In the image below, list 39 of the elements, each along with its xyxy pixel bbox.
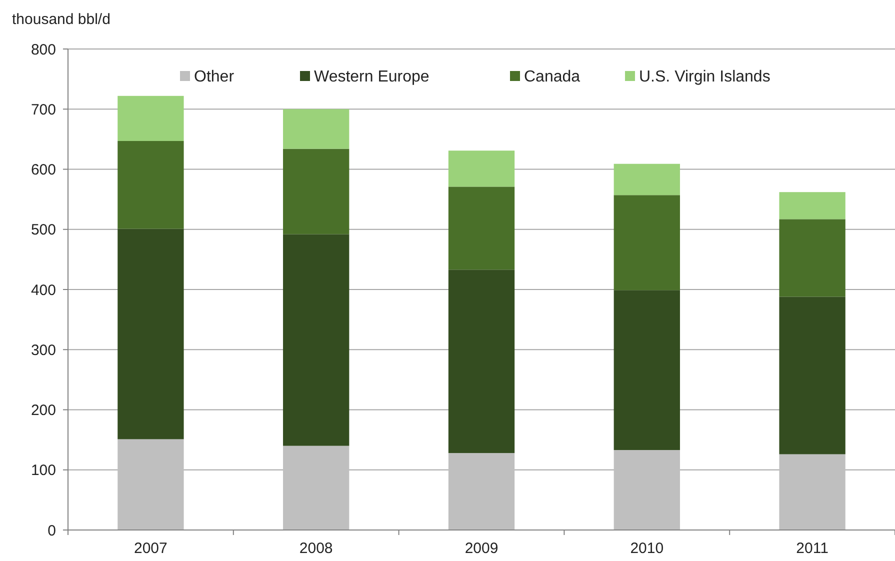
bar	[779, 219, 846, 297]
bar	[448, 270, 515, 454]
bar	[118, 439, 184, 530]
x-tick-label: 2011	[796, 540, 828, 557]
x-tick-label: 2009	[464, 540, 498, 557]
y-tick-label: 600	[30, 162, 56, 178]
y-tick-label: 700	[30, 101, 56, 118]
bar	[118, 228, 184, 440]
bar	[448, 453, 515, 530]
bar	[283, 234, 350, 446]
bar	[118, 96, 184, 141]
y-tick-label: 300	[30, 342, 56, 359]
x-tick-label: 2007	[134, 540, 168, 557]
y-tick-label: 0	[48, 522, 56, 540]
bar	[448, 150, 515, 187]
bar	[779, 192, 846, 220]
legend-label: U.S. Virgin Islands	[639, 68, 770, 86]
bar	[283, 148, 350, 234]
bar	[779, 296, 846, 454]
bar	[283, 109, 350, 149]
y-tick-label: 100	[30, 462, 56, 480]
bar	[118, 140, 184, 229]
bar	[614, 450, 680, 530]
bar	[614, 290, 680, 450]
legend-label: Other	[194, 68, 235, 86]
bar	[283, 446, 350, 530]
y-axis-title: thousand bbl/d	[12, 11, 110, 28]
y-tick-label: 200	[30, 402, 56, 419]
bar	[448, 186, 515, 270]
y-tick-label: 400	[30, 282, 56, 299]
legend-label: Canada	[524, 68, 580, 86]
y-tick-label: 800	[30, 41, 56, 58]
bar	[779, 454, 846, 530]
bar	[614, 164, 680, 196]
x-tick-label: 2008	[299, 540, 333, 557]
x-tick-label: 2010	[630, 540, 664, 557]
legend-label: Western Europe	[314, 68, 430, 86]
bar	[614, 195, 680, 290]
y-tick-label: 500	[30, 222, 56, 239]
